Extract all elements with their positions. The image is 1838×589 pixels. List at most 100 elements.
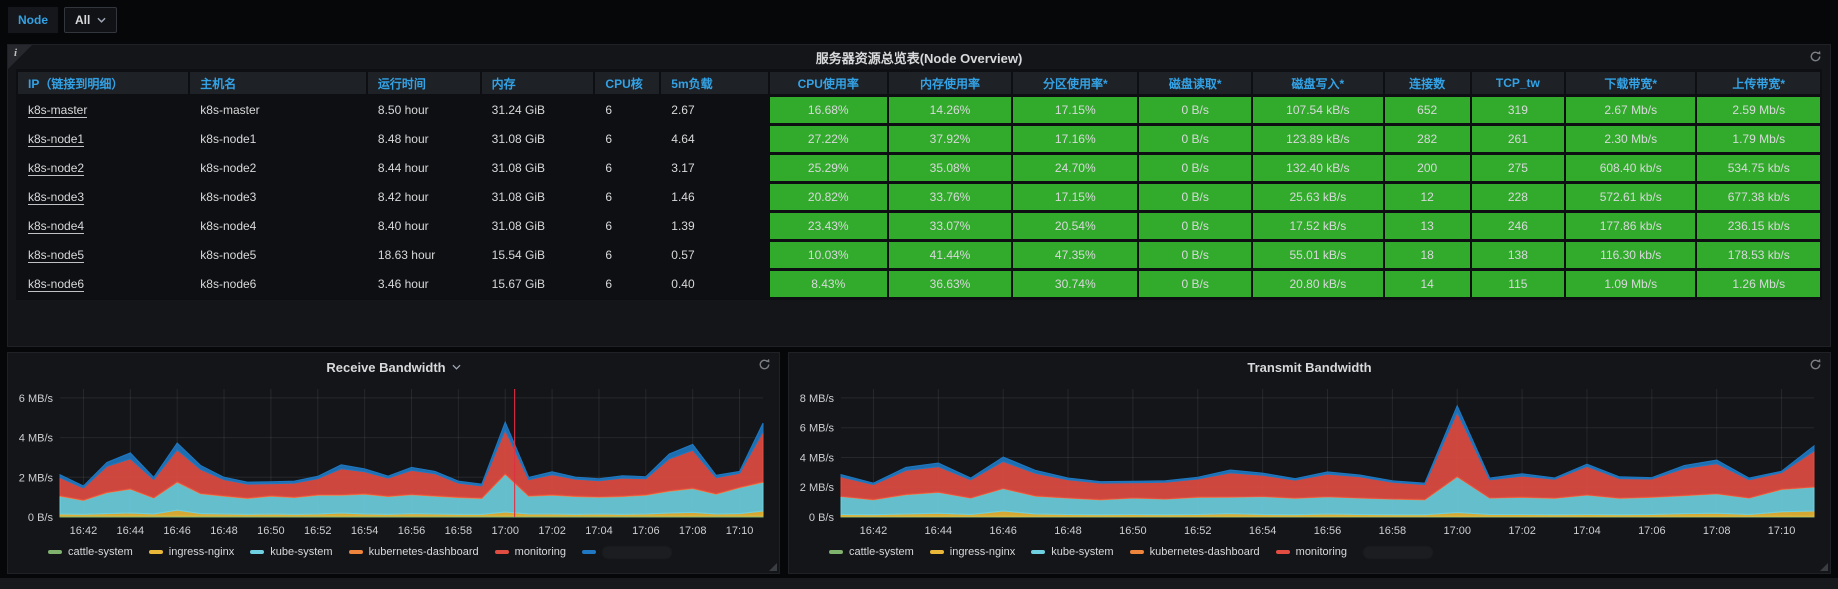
node-variable-dropdown[interactable]: All xyxy=(64,7,118,33)
table-row: k8s-node2 k8s-node2 8.44 hour 31.08 GiB 6 3.1… xyxy=(18,155,1820,181)
column-header[interactable]: 主机名 xyxy=(190,72,366,94)
legend-item[interactable]: kube-system xyxy=(1031,546,1114,558)
column-header[interactable]: TCP_tw xyxy=(1471,72,1564,94)
legend-item[interactable]: ingress-nginx xyxy=(148,546,234,558)
table-cell: 8.50 hour xyxy=(377,103,429,117)
svg-text:17:02: 17:02 xyxy=(1508,525,1536,537)
panel-resize-handle[interactable] xyxy=(1820,563,1828,571)
table-cell: 31.08 GiB xyxy=(491,190,546,204)
panel-info-corner[interactable] xyxy=(8,45,32,69)
node-detail-link[interactable]: k8s-node4 xyxy=(28,219,85,234)
redacted-legend-label xyxy=(602,545,673,559)
table-cell-metric: 107.54 kB/s xyxy=(1253,97,1383,123)
column-header[interactable]: 磁盘写入* xyxy=(1253,72,1383,94)
transmit-chart-legend: cattle-system ingress-nginx kube-system kub… xyxy=(829,543,1830,561)
legend-color-dash xyxy=(250,550,265,554)
table-cell-metric: 123.89 kB/s xyxy=(1253,126,1383,152)
legend-item[interactable]: monitoring xyxy=(494,546,566,558)
column-header[interactable]: IP（链接到明细） xyxy=(18,72,189,94)
svg-text:2 MB/s: 2 MB/s xyxy=(19,472,54,484)
svg-text:17:00: 17:00 xyxy=(1443,525,1471,537)
table-cell-metric: 608.40 kb/s xyxy=(1565,155,1696,181)
transmit-panel-title[interactable]: Transmit Bandwidth xyxy=(1247,359,1372,375)
legend-item[interactable]: ingress-nginx xyxy=(929,546,1015,558)
table-cell-metric: 10.03% xyxy=(769,242,887,268)
node-detail-link[interactable]: k8s-node2 xyxy=(28,161,85,176)
receive-chart-legend: cattle-system ingress-nginx kube-system kub… xyxy=(48,543,779,561)
node-variable-value: All xyxy=(75,13,91,27)
table-cell-metric: 115 xyxy=(1471,271,1564,297)
node-detail-link[interactable]: k8s-master xyxy=(28,103,88,118)
svg-text:16:48: 16:48 xyxy=(1054,525,1082,537)
node-overview-panel: i 服务器资源总览表(Node Overview) IP（链接到明细） 主机名 运行… xyxy=(7,44,1831,347)
table-cell: 0.40 xyxy=(671,277,695,291)
table-cell-metric: 17.52 kB/s xyxy=(1253,213,1383,239)
legend-label: kubernetes-dashboard xyxy=(368,546,479,558)
refresh-icon[interactable] xyxy=(1809,50,1822,68)
svg-text:17:06: 17:06 xyxy=(632,525,660,537)
table-cell-metric: 177.86 kb/s xyxy=(1565,213,1696,239)
legend-label: kube-system xyxy=(270,546,333,558)
column-header[interactable]: CPU使用率 xyxy=(769,72,887,94)
chevron-down-icon[interactable] xyxy=(452,364,461,370)
legend-item-redacted[interactable] xyxy=(582,545,673,559)
table-cell-metric: 236.15 kb/s xyxy=(1697,213,1820,239)
table-cell-metric: 572.61 kb/s xyxy=(1565,184,1696,210)
svg-text:16:52: 16:52 xyxy=(304,525,332,537)
node-detail-link[interactable]: k8s-node5 xyxy=(28,248,85,263)
receive-panel-title[interactable]: Receive Bandwidth xyxy=(326,359,446,375)
legend-color-dash xyxy=(148,550,163,554)
table-cell: 3.17 xyxy=(671,161,695,175)
legend-item[interactable]: monitoring xyxy=(1275,546,1347,558)
column-header[interactable]: 内存使用率 xyxy=(888,72,1012,94)
column-header[interactable]: 分区使用率* xyxy=(1013,72,1138,94)
svg-text:16:58: 16:58 xyxy=(445,525,473,537)
table-cell-metric: 228 xyxy=(1471,184,1564,210)
legend-color-dash xyxy=(48,550,62,554)
table-cell: 15.67 GiB xyxy=(491,277,546,291)
column-header[interactable]: 上传带宽* xyxy=(1697,72,1820,94)
column-header[interactable]: 下载带宽* xyxy=(1565,72,1696,94)
svg-text:17:08: 17:08 xyxy=(1703,525,1731,537)
legend-item[interactable]: kube-system xyxy=(250,546,333,558)
redacted-legend-label xyxy=(1363,545,1434,559)
table-cell-metric: 20.82% xyxy=(769,184,887,210)
legend-item[interactable]: cattle-system xyxy=(829,546,914,558)
table-row: k8s-node1 k8s-node1 8.48 hour 31.08 GiB 6 4.6… xyxy=(18,126,1820,152)
transmit-bandwidth-chart[interactable]: 0 B/s 2 MB/s 4 MB/s 6 MB/s 8 MB/s 16:42 16:44 1… xyxy=(791,381,1826,541)
table-cell-metric: 138 xyxy=(1471,242,1564,268)
node-detail-link[interactable]: k8s-node1 xyxy=(28,132,85,147)
receive-bandwidth-panel: Receive Bandwidth 0 B/s 2 MB/s 4 MB/s 6 MB/… xyxy=(7,352,780,574)
table-cell-metric: 0 B/s xyxy=(1139,184,1252,210)
table-cell-metric: 41.44% xyxy=(888,242,1012,268)
column-header[interactable]: 内存 xyxy=(481,72,594,94)
column-header[interactable]: CPU核 xyxy=(595,72,660,94)
table-cell: 6 xyxy=(605,190,613,204)
table-panel-title[interactable]: 服务器资源总览表(Node Overview) xyxy=(815,50,1023,66)
legend-item[interactable]: kubernetes-dashboard xyxy=(1129,546,1260,558)
table-cell-metric: 16.68% xyxy=(769,97,887,123)
column-header[interactable]: 连接数 xyxy=(1384,72,1470,94)
node-table-wrap: IP（链接到明细） 主机名 运行时间 内存 CPU核 5m负载 CPU使用率 内存使用率 分区使… xyxy=(8,69,1830,300)
node-detail-link[interactable]: k8s-node6 xyxy=(28,277,85,292)
receive-bandwidth-chart[interactable]: 0 B/s 2 MB/s 4 MB/s 6 MB/s 16:42 16:44 16:46 16… xyxy=(10,381,775,541)
refresh-icon[interactable] xyxy=(758,358,771,376)
column-header[interactable]: 磁盘读取* xyxy=(1139,72,1252,94)
table-row: k8s-master k8s-master 8.50 hour 31.24 GiB 6 2… xyxy=(18,97,1820,123)
legend-item-redacted[interactable] xyxy=(1363,545,1434,559)
variable-toolbar: Node All xyxy=(0,0,1838,40)
table-cell: 0.57 xyxy=(671,248,695,262)
svg-text:17:06: 17:06 xyxy=(1638,525,1666,537)
node-detail-link[interactable]: k8s-node3 xyxy=(28,190,85,205)
legend-item[interactable]: kubernetes-dashboard xyxy=(348,546,479,558)
receive-panel-header: Receive Bandwidth xyxy=(8,353,779,381)
column-header[interactable]: 运行时间 xyxy=(367,72,480,94)
legend-item[interactable]: cattle-system xyxy=(48,546,133,558)
legend-label: kube-system xyxy=(1051,546,1114,558)
table-cell-metric: 14.26% xyxy=(888,97,1012,123)
column-header[interactable]: 5m负载 xyxy=(661,72,768,94)
refresh-icon[interactable] xyxy=(1809,358,1822,376)
transmit-panel-header: Transmit Bandwidth xyxy=(789,353,1830,381)
table-cell: 4.64 xyxy=(671,132,695,146)
panel-resize-handle[interactable] xyxy=(769,563,777,571)
